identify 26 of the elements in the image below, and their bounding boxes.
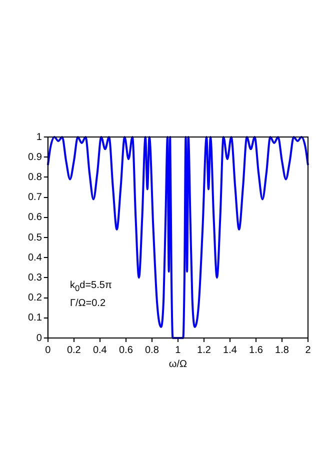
x-axis-title: ω/Ω — [168, 358, 188, 370]
x-tick-label: 0 — [45, 344, 52, 356]
y-tick-label: 0.6 — [28, 212, 42, 224]
x-tick-label: 1.6 — [249, 344, 264, 356]
annotation: k$_{0}$d=5.5π — [70, 279, 112, 295]
y-tick-label: 0.3 — [28, 272, 42, 284]
y-tick-label: 0.9 — [28, 152, 42, 163]
y-tick-label: 0.7 — [28, 192, 42, 204]
x-tick-label: 2 — [305, 344, 312, 356]
y-tick-label: 0.1 — [28, 312, 42, 324]
x-tick-label: 0.6 — [118, 344, 134, 356]
x-tick-label: 0.2 — [66, 344, 82, 356]
x-tick-label: 1.2 — [197, 344, 212, 356]
x-tick-label: 0.4 — [92, 344, 108, 356]
y-tick-label: 1 — [36, 132, 42, 143]
line-series — [46, 136, 309, 339]
x-tick-label: 0.8 — [144, 344, 160, 356]
x-tick-label: 1 — [175, 344, 182, 356]
y-tick-label: 0.2 — [28, 292, 42, 304]
y-tick-label: 0.5 — [28, 232, 42, 244]
annotation: Γ/Ω=0.2 — [70, 297, 107, 311]
y-tick-label: 0.8 — [28, 172, 42, 183]
y-tick-label: 0.4 — [28, 252, 42, 264]
x-tick-label: 1.8 — [275, 344, 290, 356]
y-tick-label: 0 — [36, 332, 42, 344]
x-tick-label: 1.4 — [223, 344, 238, 356]
